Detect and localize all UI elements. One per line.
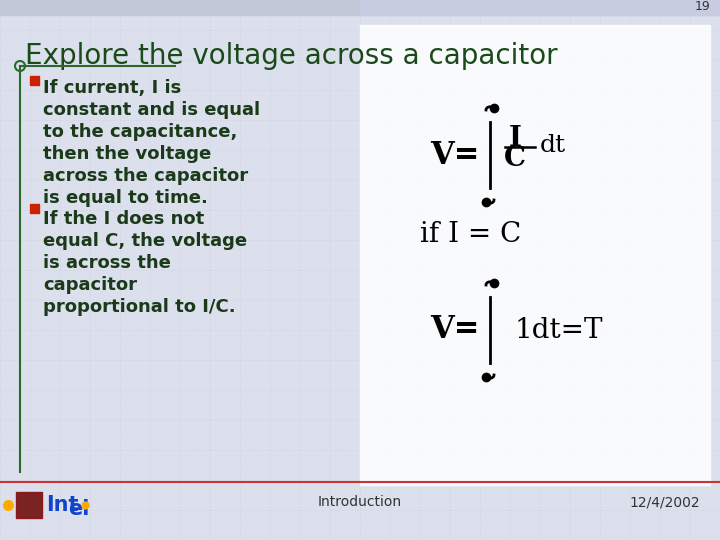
Text: I: I (508, 125, 521, 152)
Bar (30, 204, 39, 213)
Text: 12/4/2002: 12/4/2002 (629, 495, 700, 509)
Text: proportional to I/C.: proportional to I/C. (43, 298, 235, 316)
Text: V=: V= (430, 314, 480, 346)
Text: C: C (504, 145, 526, 172)
Text: constant and is equal: constant and is equal (43, 101, 260, 119)
Text: across the capacitor: across the capacitor (43, 167, 248, 185)
Text: dt: dt (540, 133, 566, 157)
Text: If the I does not: If the I does not (43, 210, 204, 228)
Text: If current, I is: If current, I is (43, 79, 181, 97)
Bar (30, 76, 39, 85)
Text: is equal to time.: is equal to time. (43, 189, 208, 207)
Text: Introduction: Introduction (318, 495, 402, 509)
Text: equal C, the voltage: equal C, the voltage (43, 232, 247, 250)
Text: to the capacitance,: to the capacitance, (43, 123, 238, 141)
Bar (16, 492, 42, 518)
Text: Explore the voltage across a capacitor: Explore the voltage across a capacitor (25, 42, 557, 70)
Text: 1dt=T: 1dt=T (515, 316, 603, 343)
Text: if I = C: if I = C (420, 221, 521, 248)
Text: 19: 19 (694, 1, 710, 14)
Text: capacitor: capacitor (43, 276, 137, 294)
Bar (0, 0, 720, 15)
Bar (360, 0, 720, 15)
Bar (360, 25, 710, 485)
Text: V=: V= (430, 139, 480, 171)
Text: Int: Int (46, 495, 78, 515)
Text: el: el (68, 499, 89, 519)
Text: is across the: is across the (43, 254, 171, 272)
Bar (18, 494, 40, 516)
Text: then the voltage: then the voltage (43, 145, 211, 163)
